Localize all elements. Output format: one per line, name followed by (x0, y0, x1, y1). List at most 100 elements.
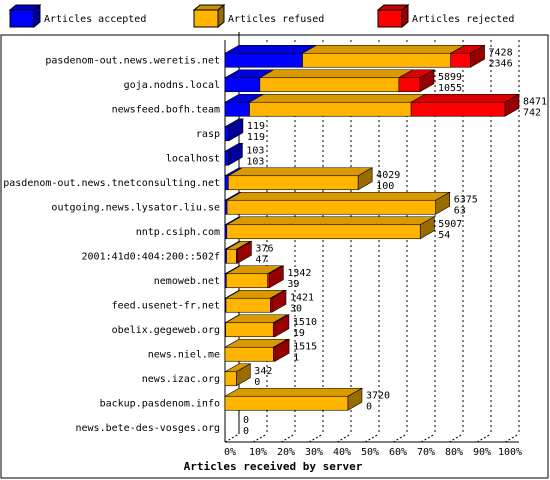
x-tick-label: 20% (277, 447, 295, 458)
bar-top (248, 93, 427, 103)
bar (224, 346, 274, 362)
accepted-label: 63 (454, 205, 466, 216)
bar (225, 297, 271, 313)
bar-side (237, 240, 252, 264)
x-tick (504, 433, 520, 443)
total-label: 6375 (454, 194, 478, 205)
bar-top (223, 44, 318, 54)
bar-side (357, 167, 373, 191)
bar-side (228, 118, 244, 142)
x-tick (252, 433, 268, 443)
category-label: nemoweb.net (154, 276, 220, 287)
total-label: 4029 (376, 170, 400, 181)
accepted-label: 0 (243, 426, 249, 437)
total-label: 342 (254, 366, 272, 377)
category-label: newsfeed.bofh.team (112, 104, 220, 115)
bar (224, 395, 349, 411)
total-label: 119 (247, 121, 265, 132)
bar (226, 248, 237, 264)
legend-label: Articles rejected (412, 14, 514, 25)
bar (410, 101, 506, 117)
total-label: 7428 (489, 47, 513, 58)
accepted-label: 1055 (438, 83, 462, 94)
x-tick (336, 433, 352, 443)
total-label: 1510 (293, 317, 317, 328)
x-tick (308, 433, 324, 443)
x-tick-label: 70% (417, 447, 435, 458)
accepted-label: 1 (293, 352, 299, 363)
x-tick (476, 433, 492, 443)
bar-top (409, 93, 521, 103)
bar (228, 175, 359, 191)
total-label: 5899 (438, 72, 462, 83)
x-tick-label: 60% (389, 447, 407, 458)
x-axis-title: Articles received by server (184, 460, 363, 473)
bar-side (347, 387, 363, 411)
legend-label: Articles refused (228, 14, 324, 25)
bar (249, 101, 412, 117)
total-label: 8471 (523, 96, 547, 107)
total-label: 376 (255, 243, 273, 254)
bar-top (225, 191, 451, 201)
bar-top (223, 387, 364, 397)
bar (224, 52, 303, 68)
bar-side (271, 289, 287, 313)
bar (259, 77, 400, 93)
accepted-label: 103 (246, 156, 264, 167)
total-label: 5907 (438, 219, 462, 230)
bar (224, 101, 250, 117)
category-label: pasdenom-out.news.weretis.net (45, 55, 220, 66)
bar-top (227, 167, 374, 177)
bar (224, 126, 230, 142)
category-label: news.niel.me (148, 349, 220, 360)
x-tick-label: 30% (305, 447, 323, 458)
category-label: outgoing.news.lysator.liu.se (51, 202, 220, 213)
x-tick (448, 433, 464, 443)
bar-side (236, 363, 251, 387)
bar-top (301, 44, 466, 54)
accepted-label: 2346 (489, 58, 513, 69)
category-label: obelix.gegeweb.org (112, 325, 220, 336)
accepted-label: 30 (290, 303, 302, 314)
accepted-label: 54 (438, 230, 450, 241)
x-tick-label: 0% (224, 447, 236, 458)
accepted-label: 0 (254, 377, 260, 388)
bar-top (225, 216, 436, 226)
category-label: news.bete-des-vosges.org (76, 423, 221, 434)
category-label: backup.pasdenom.info (100, 398, 220, 409)
bar (225, 273, 269, 289)
x-tick-label: 50% (361, 447, 379, 458)
bar (226, 199, 437, 215)
accepted-label: 19 (293, 328, 305, 339)
total-label: 1515 (293, 341, 317, 352)
bar (224, 371, 237, 387)
bar-side (269, 265, 284, 289)
category-label: rasp (196, 129, 220, 140)
legend-swatch (377, 9, 403, 28)
accepted-label: 742 (523, 107, 541, 118)
x-tick (224, 433, 240, 443)
accepted-label: 100 (376, 181, 394, 192)
bar (450, 52, 471, 68)
bar (224, 199, 228, 215)
x-tick (392, 433, 408, 443)
bar-side (274, 314, 290, 338)
x-tick-label: 100% (498, 447, 522, 458)
total-label: 0 (243, 415, 249, 426)
bar (224, 175, 229, 191)
bar-side (435, 191, 451, 215)
bar (398, 77, 421, 93)
category-label: 2001:41d0:404:200::502f (82, 251, 220, 262)
total-label: 3720 (366, 390, 390, 401)
bar (225, 322, 274, 338)
legend-label: Articles accepted (44, 14, 146, 25)
x-tick-label: 10% (249, 447, 267, 458)
bar (302, 52, 451, 68)
category-label: localhost (166, 153, 220, 164)
total-label: 1421 (290, 292, 314, 303)
bar (224, 77, 261, 93)
accepted-label: 47 (255, 254, 267, 265)
legend-swatch (9, 9, 35, 28)
total-label: 103 (246, 145, 264, 156)
